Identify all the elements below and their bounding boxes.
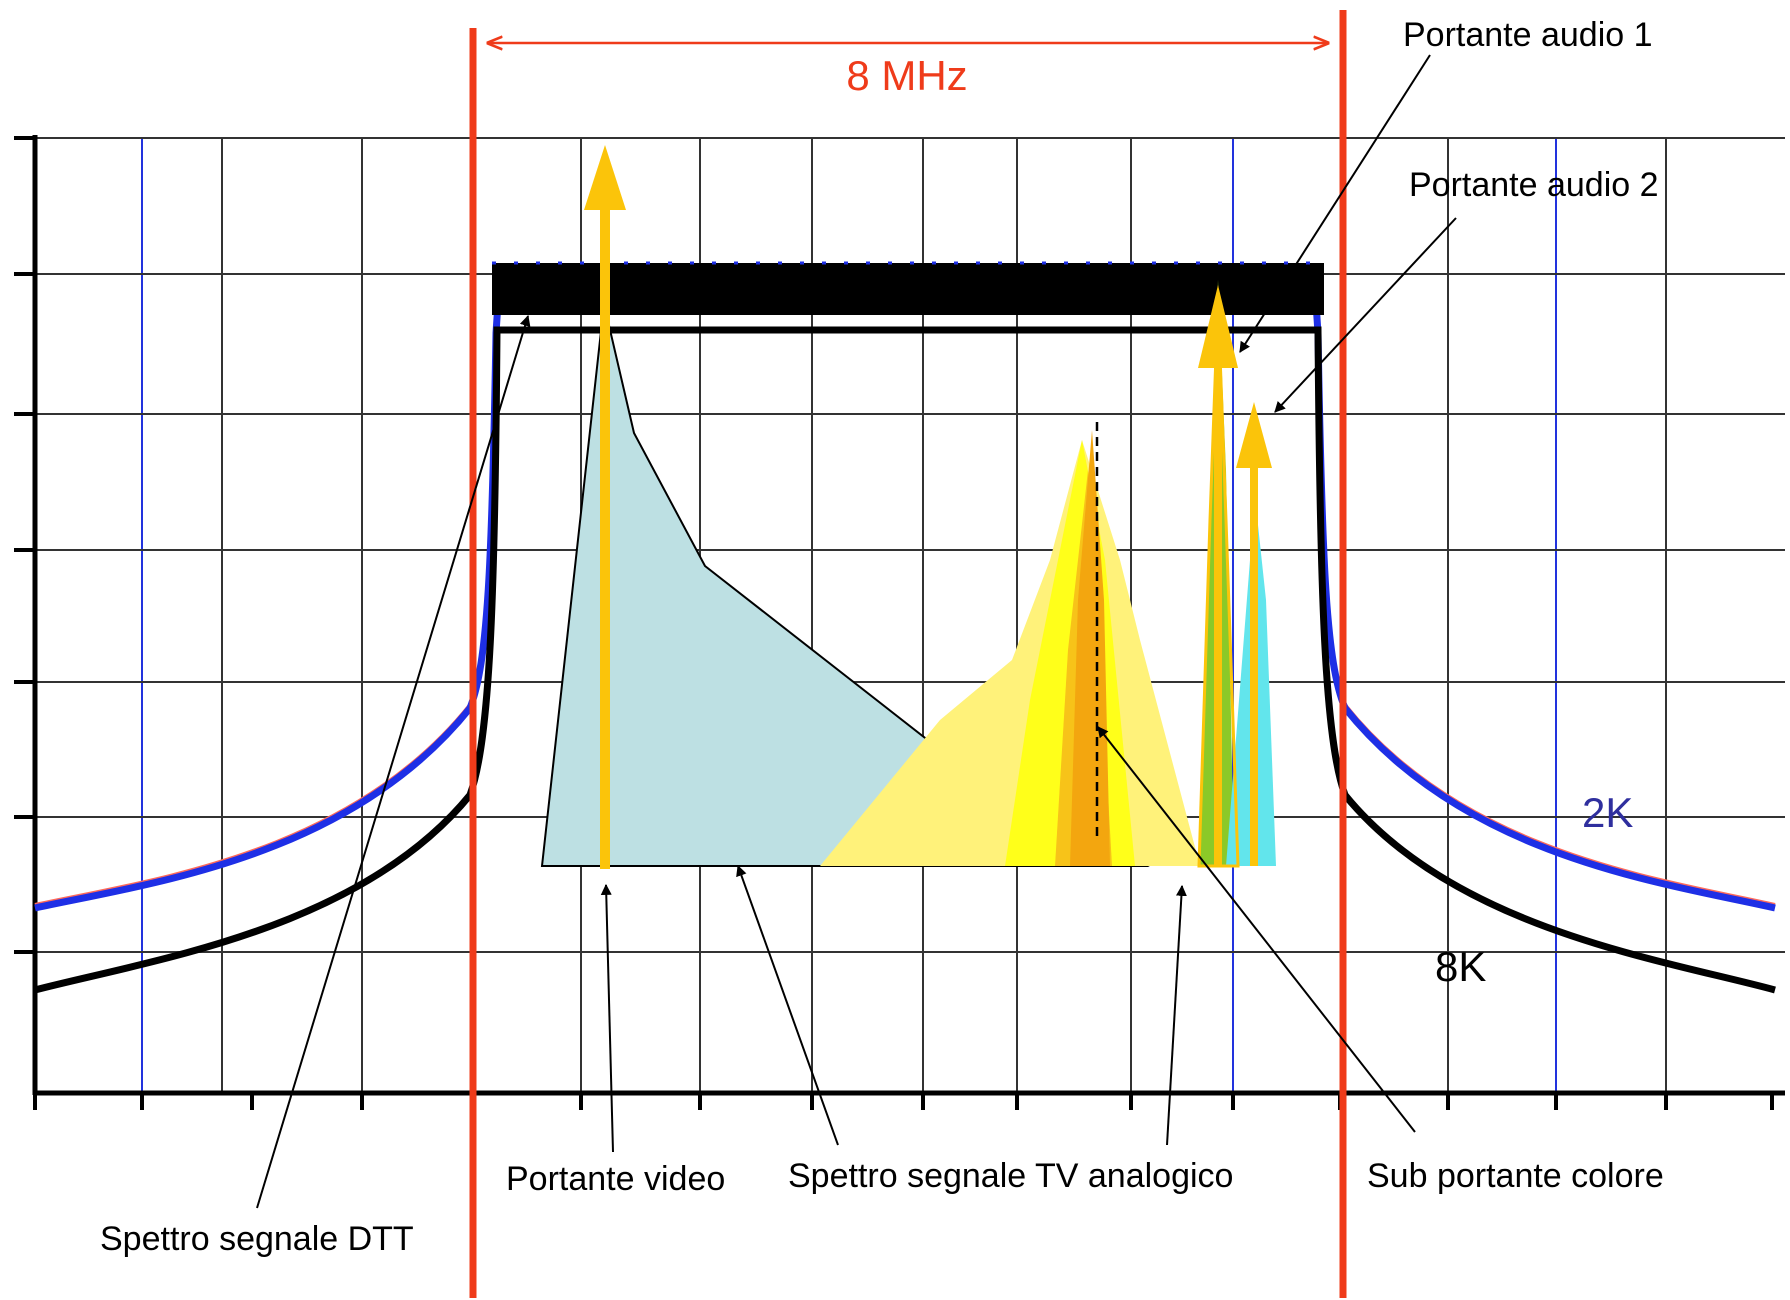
label-audio-carrier-2: Portante audio 2 — [1409, 166, 1659, 204]
grid-horizontal-lines — [30, 137, 1785, 953]
callout-analog-tv — [736, 864, 839, 1146]
callout-lines — [256, 54, 1457, 1209]
callout-audio-2 — [1274, 217, 1457, 413]
x-axis-ticks — [33, 1093, 1774, 1110]
dtt-spectrum-curves — [34, 261, 1776, 994]
callout-dtt — [256, 314, 531, 1209]
audio-carrier-2-arrow — [1236, 402, 1272, 866]
label-audio-carrier-1: Portante audio 1 — [1403, 16, 1653, 54]
callout-analog-tv-2 — [1166, 884, 1187, 1146]
label-mode-2k: 2K — [1582, 789, 1633, 836]
callout-color-subcarrier — [1097, 726, 1416, 1133]
callout-audio-1 — [1239, 54, 1431, 353]
chroma-subcarrier-spectrum — [820, 422, 1200, 866]
label-video-carrier: Portante video — [506, 1160, 725, 1198]
callout-video — [600, 883, 614, 1153]
channel-bandwidth: 8 MHz — [469, 10, 1347, 1298]
curve-8k — [34, 326, 1776, 994]
video-carrier-arrow — [584, 145, 626, 869]
dtt-flat-top — [492, 263, 1324, 315]
label-dtt-spectrum: Spettro segnale DTT — [100, 1220, 414, 1258]
label-color-subcarrier: Sub portante colore — [1367, 1157, 1664, 1195]
analog-tv-spectrum — [540, 280, 1276, 868]
label-analog-tv-spectrum: Spettro segnale TV analogico — [788, 1157, 1233, 1195]
carrier-arrows — [584, 145, 1272, 869]
diagram-labels: Portante audio 1 Portante audio 2 2K 8K … — [100, 16, 1664, 1258]
y-axis-ticks — [14, 136, 35, 954]
bandwidth-label: 8 MHz — [846, 52, 967, 99]
audio-carrier-1-arrow — [1198, 285, 1238, 866]
label-mode-8k: 8K — [1435, 943, 1486, 990]
